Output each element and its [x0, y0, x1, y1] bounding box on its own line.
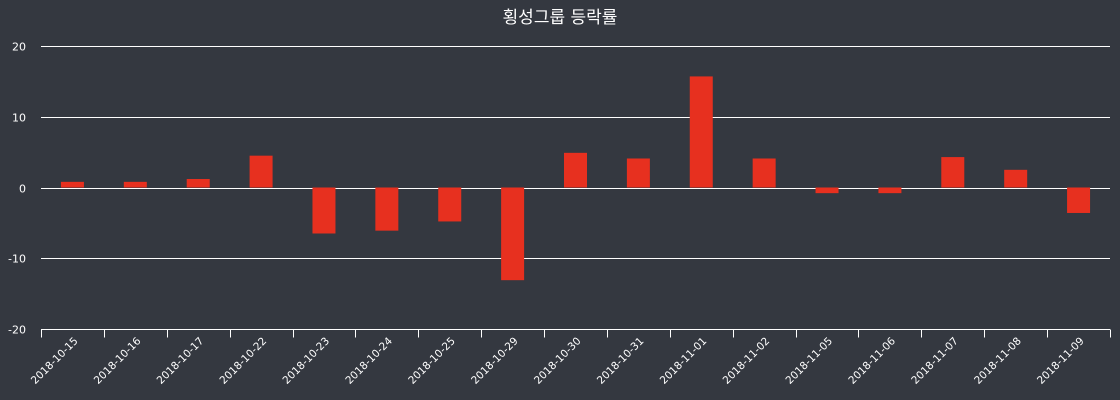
bar[interactable] [312, 187, 336, 234]
bar[interactable] [752, 158, 776, 188]
bar[interactable] [941, 157, 965, 188]
bar[interactable] [438, 187, 462, 222]
y-tick-label: 0 [19, 183, 26, 196]
bars [60, 76, 1091, 281]
grid-lines [41, 46, 1110, 330]
x-tick-label: 2018-11-08 [972, 335, 1024, 387]
bar[interactable] [123, 181, 147, 188]
bar[interactable] [375, 187, 399, 231]
y-tick-label: -20 [8, 324, 26, 337]
bar[interactable] [60, 181, 84, 188]
y-tick-label: 10 [12, 112, 26, 125]
bar[interactable] [1004, 169, 1028, 188]
x-tick-label: 2018-10-24 [343, 335, 395, 387]
y-axis: 20 10 0 -10 -20 [8, 41, 26, 337]
y-tick-label: 20 [12, 41, 26, 54]
x-axis [41, 329, 1111, 338]
bar[interactable] [689, 76, 713, 188]
x-tick-label: 2018-11-05 [784, 335, 836, 387]
x-tick-label: 2018-11-06 [846, 335, 898, 387]
x-axis-labels: 2018-10-15 2018-10-16 2018-10-17 2018-10-22… [29, 335, 1087, 387]
x-tick-label: 2018-10-23 [280, 335, 332, 387]
x-tick-label: 2018-10-30 [532, 335, 584, 387]
chart-title: 횡성그룹 등락률 [503, 8, 618, 28]
x-tick-label: 2018-10-15 [29, 335, 81, 387]
x-tick-label: 2018-10-17 [155, 335, 207, 387]
x-tick-label: 2018-11-02 [721, 335, 773, 387]
x-tick-label: 2018-10-29 [469, 335, 521, 387]
bar[interactable] [501, 187, 525, 281]
x-tick-label: 2018-11-07 [909, 335, 961, 387]
x-tick-label: 2018-10-25 [406, 335, 458, 387]
x-tick-label: 2018-11-09 [1035, 335, 1087, 387]
x-tick-label: 2018-10-16 [92, 335, 144, 387]
x-tick-label: 2018-11-01 [658, 335, 710, 387]
y-tick-label: -10 [8, 253, 26, 266]
bar[interactable] [815, 187, 839, 194]
bar[interactable] [186, 179, 210, 188]
bar[interactable] [249, 155, 273, 188]
bar[interactable] [626, 158, 650, 188]
bar[interactable] [878, 187, 902, 194]
x-tick-label: 2018-10-31 [595, 335, 647, 387]
bar[interactable] [1067, 187, 1091, 213]
bar[interactable] [564, 152, 587, 188]
x-tick-label: 2018-10-22 [218, 335, 270, 387]
